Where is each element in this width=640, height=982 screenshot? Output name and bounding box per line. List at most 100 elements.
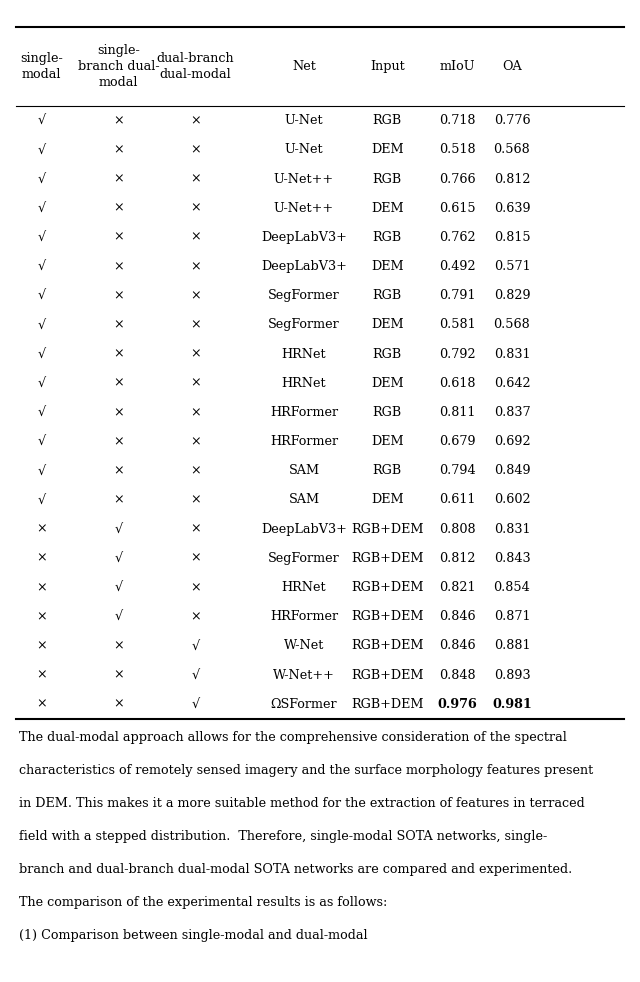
Text: Net: Net	[292, 60, 316, 74]
Text: 0.846: 0.846	[439, 610, 476, 624]
Text: RGB: RGB	[372, 231, 402, 244]
Text: ×: ×	[190, 406, 200, 419]
Text: RGB+DEM: RGB+DEM	[351, 522, 424, 535]
Text: in DEM. This makes it a more suitable method for the extraction of features in t: in DEM. This makes it a more suitable me…	[19, 796, 585, 809]
Text: 0.581: 0.581	[439, 318, 476, 331]
Text: U-Net: U-Net	[285, 143, 323, 156]
Text: ×: ×	[36, 552, 47, 565]
Text: ×: ×	[190, 114, 200, 127]
Text: 0.976: 0.976	[438, 698, 477, 711]
Text: 0.812: 0.812	[493, 173, 531, 186]
Text: ×: ×	[190, 435, 200, 448]
Text: ×: ×	[36, 669, 47, 682]
Text: single-
branch dual-
modal: single- branch dual- modal	[77, 44, 159, 89]
Text: 0.812: 0.812	[439, 552, 476, 565]
Text: 0.568: 0.568	[493, 143, 531, 156]
Text: ×: ×	[190, 494, 200, 507]
Text: √: √	[115, 581, 122, 594]
Text: SAM: SAM	[289, 464, 319, 477]
Text: √: √	[38, 464, 45, 477]
Text: 0.871: 0.871	[493, 610, 531, 624]
Text: 0.849: 0.849	[493, 464, 531, 477]
Text: ×: ×	[190, 522, 200, 535]
Text: ×: ×	[36, 581, 47, 594]
Text: 0.518: 0.518	[439, 143, 476, 156]
Text: √: √	[191, 698, 199, 711]
Text: ×: ×	[113, 698, 124, 711]
Text: 0.981: 0.981	[492, 698, 532, 711]
Text: √: √	[38, 377, 45, 390]
Text: ×: ×	[113, 669, 124, 682]
Text: ×: ×	[36, 610, 47, 624]
Text: 0.692: 0.692	[493, 435, 531, 448]
Text: √: √	[38, 435, 45, 448]
Text: ×: ×	[113, 143, 124, 156]
Text: 0.829: 0.829	[493, 290, 531, 302]
Text: SegFormer: SegFormer	[268, 552, 340, 565]
Text: mIoU: mIoU	[440, 60, 476, 74]
Text: ×: ×	[113, 494, 124, 507]
Text: √: √	[38, 318, 45, 331]
Text: 0.611: 0.611	[440, 494, 476, 507]
Text: ΩSFormer: ΩSFormer	[271, 698, 337, 711]
Text: RGB+DEM: RGB+DEM	[351, 639, 424, 652]
Text: DEM: DEM	[371, 318, 403, 331]
Text: HRFormer: HRFormer	[270, 435, 338, 448]
Text: 0.571: 0.571	[493, 260, 531, 273]
Text: 0.642: 0.642	[493, 377, 531, 390]
Text: ×: ×	[190, 290, 200, 302]
Text: 0.843: 0.843	[493, 552, 531, 565]
Text: √: √	[115, 610, 122, 624]
Text: 0.791: 0.791	[439, 290, 476, 302]
Text: Input: Input	[370, 60, 404, 74]
Text: RGB: RGB	[372, 173, 402, 186]
Text: ×: ×	[113, 318, 124, 331]
Text: √: √	[115, 552, 122, 565]
Text: U-Net: U-Net	[285, 114, 323, 127]
Text: 0.808: 0.808	[439, 522, 476, 535]
Text: 0.846: 0.846	[439, 639, 476, 652]
Text: ×: ×	[36, 698, 47, 711]
Text: ×: ×	[113, 260, 124, 273]
Text: 0.815: 0.815	[493, 231, 531, 244]
Text: DeepLabV3+: DeepLabV3+	[261, 260, 347, 273]
Text: ×: ×	[113, 464, 124, 477]
Text: 0.615: 0.615	[439, 201, 476, 215]
Text: 0.602: 0.602	[493, 494, 531, 507]
Text: ×: ×	[190, 231, 200, 244]
Text: ×: ×	[113, 377, 124, 390]
Text: ×: ×	[190, 552, 200, 565]
Text: √: √	[38, 260, 45, 273]
Text: RGB: RGB	[372, 290, 402, 302]
Text: ×: ×	[190, 143, 200, 156]
Text: √: √	[38, 173, 45, 186]
Text: HRNet: HRNet	[282, 348, 326, 360]
Text: √: √	[38, 231, 45, 244]
Text: 0.854: 0.854	[493, 581, 531, 594]
Text: ×: ×	[190, 260, 200, 273]
Text: HRFormer: HRFormer	[270, 610, 338, 624]
Text: 0.679: 0.679	[439, 435, 476, 448]
Text: 0.831: 0.831	[493, 348, 531, 360]
Text: 0.568: 0.568	[493, 318, 531, 331]
Text: 0.618: 0.618	[439, 377, 476, 390]
Text: √: √	[38, 494, 45, 507]
Text: ×: ×	[113, 173, 124, 186]
Text: RGB+DEM: RGB+DEM	[351, 581, 424, 594]
Text: 0.718: 0.718	[439, 114, 476, 127]
Text: W-Net: W-Net	[284, 639, 324, 652]
Text: U-Net++: U-Net++	[274, 173, 334, 186]
Text: √: √	[38, 201, 45, 215]
Text: √: √	[38, 348, 45, 360]
Text: ×: ×	[190, 201, 200, 215]
Text: DeepLabV3+: DeepLabV3+	[261, 231, 347, 244]
Text: ×: ×	[113, 201, 124, 215]
Text: 0.811: 0.811	[440, 406, 476, 419]
Text: ×: ×	[190, 318, 200, 331]
Text: ×: ×	[190, 610, 200, 624]
Text: RGB: RGB	[372, 348, 402, 360]
Text: SAM: SAM	[289, 494, 319, 507]
Text: √: √	[191, 669, 199, 682]
Text: 0.766: 0.766	[439, 173, 476, 186]
Text: The comparison of the experimental results is as follows:: The comparison of the experimental resul…	[19, 896, 388, 908]
